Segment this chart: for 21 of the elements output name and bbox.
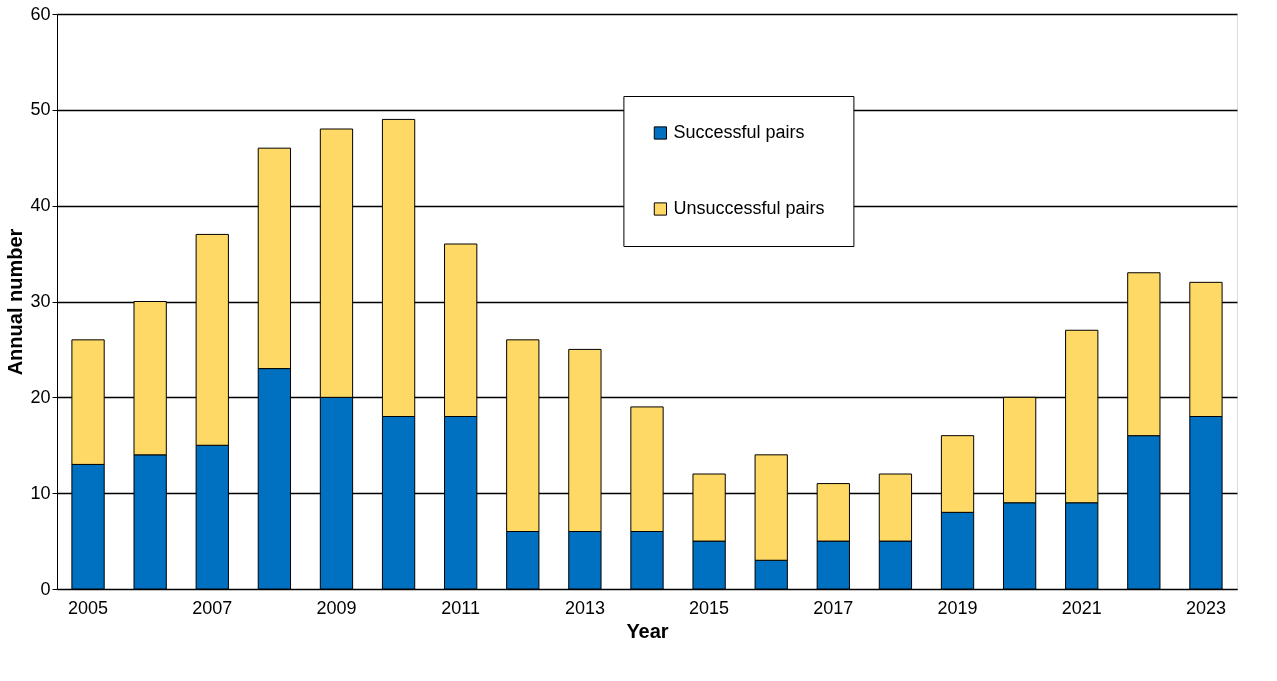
y-tick-label: 10 bbox=[30, 482, 51, 503]
y-tick-label: 0 bbox=[40, 578, 51, 599]
x-tick-label: 2005 bbox=[68, 597, 109, 618]
y-tick-label: 40 bbox=[30, 195, 51, 216]
x-tick-label: 2015 bbox=[689, 597, 730, 618]
x-tick-label: 2011 bbox=[441, 597, 481, 618]
x-tick-label: 2021 bbox=[1061, 597, 1102, 618]
y-tick-label: 50 bbox=[30, 99, 51, 120]
x-axis-title: Year bbox=[626, 619, 669, 642]
y-tick-label: 60 bbox=[30, 3, 51, 24]
y-tick-label: 20 bbox=[30, 386, 51, 407]
y-axis-title: Annual number bbox=[4, 228, 27, 376]
legend-label: Successful pairs bbox=[673, 122, 805, 142]
x-tick-label: 2007 bbox=[192, 597, 233, 618]
x-tick-label: 2013 bbox=[564, 597, 605, 618]
legend-label: Unsuccessful pairs bbox=[673, 198, 825, 218]
x-tick-label: 2019 bbox=[937, 597, 978, 618]
x-tick-label: 2017 bbox=[813, 597, 854, 618]
x-tick-label: 2009 bbox=[316, 597, 357, 618]
y-tick-label: 30 bbox=[30, 291, 51, 311]
x-tick-label: 2023 bbox=[1185, 597, 1226, 618]
